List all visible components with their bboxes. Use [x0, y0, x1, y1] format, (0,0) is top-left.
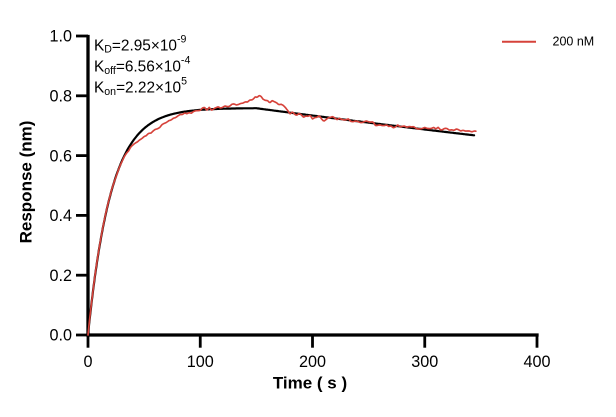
svg-text:Response (nm): Response (nm) [17, 121, 36, 244]
svg-text:0.0: 0.0 [49, 327, 72, 345]
svg-text:400: 400 [523, 353, 550, 371]
svg-text:300: 300 [411, 353, 438, 371]
svg-text:0.4: 0.4 [49, 207, 72, 225]
svg-text:200 nM: 200 nM [553, 35, 595, 49]
svg-text:0.2: 0.2 [49, 267, 72, 285]
svg-text:1.0: 1.0 [49, 28, 72, 46]
svg-text:0.8: 0.8 [49, 88, 72, 106]
svg-text:0: 0 [83, 353, 92, 371]
svg-text:KD=2.95×10-9: KD=2.95×10-9 [94, 33, 187, 55]
svg-text:200: 200 [299, 353, 326, 371]
svg-text:Koff=6.56×10-4: Koff=6.56×10-4 [94, 55, 190, 77]
svg-text:Time ( s ): Time ( s ) [273, 373, 347, 392]
svg-text:100: 100 [187, 353, 214, 371]
svg-text:0.6: 0.6 [49, 147, 72, 165]
svg-text:Kon=2.22×105: Kon=2.22×105 [94, 76, 187, 98]
